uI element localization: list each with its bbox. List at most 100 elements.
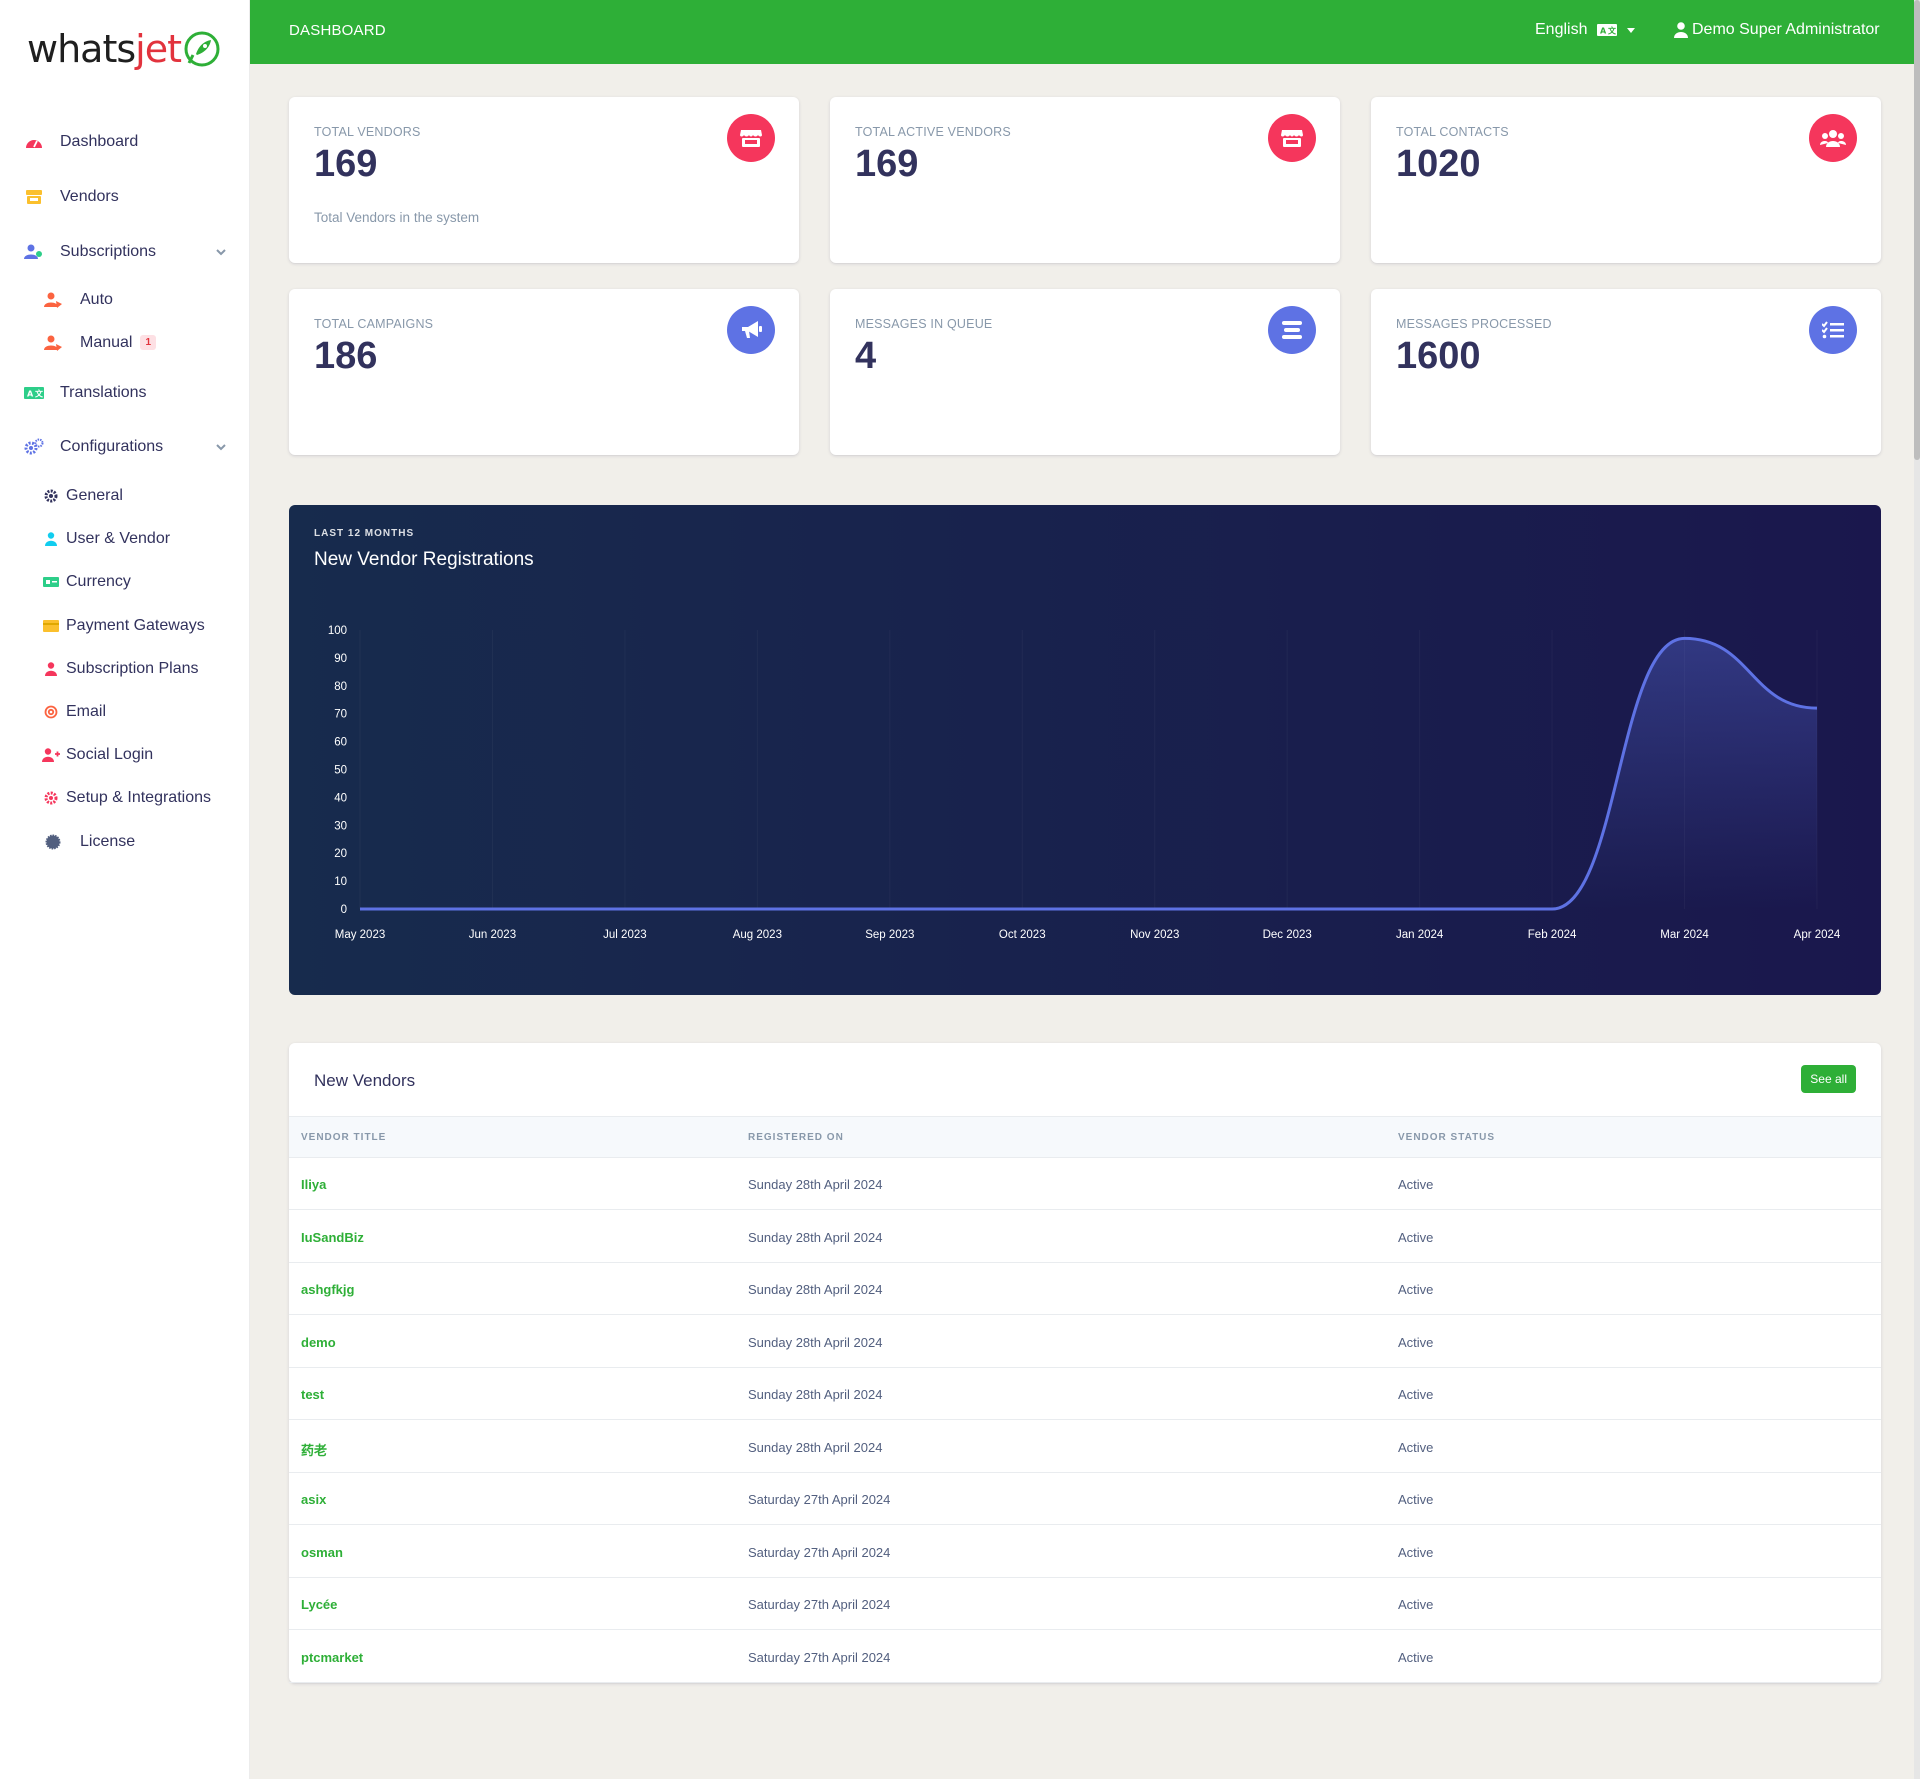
stat-subtitle: Total Vendors in the system [314,210,480,225]
table-row: ptcmarket Saturday 27th April 2024 Active [289,1631,1881,1683]
see-all-button[interactable]: See all [1801,1065,1856,1093]
new-vendors-card: New Vendors See all Vendor Title Registe… [289,1043,1881,1683]
sidebar-item-license[interactable]: License [0,822,250,862]
sidebar-item-setup-integrations[interactable]: Setup & Integrations [0,778,250,818]
sidebar-item-social-login[interactable]: Social Login [0,735,250,775]
sidebar-item-label: Currency [66,573,131,590]
vendor-status-cell: Active [1398,1439,1434,1455]
registered-on-cell: Sunday 28th April 2024 [748,1439,883,1455]
rocket-icon [184,31,220,67]
registered-on-cell: Sunday 28th April 2024 [748,1282,883,1297]
cogs-icon [24,437,44,457]
registered-on-cell: Saturday 27th April 2024 [748,1597,891,1612]
bullhorn-icon [727,306,775,354]
stat-title: Messages in Queue [855,317,993,331]
vendor-status-cell: Active [1398,1544,1434,1560]
table-row: asix Saturday 27th April 2024 Active [289,1473,1881,1525]
x-tick-label: Nov 2023 [1130,929,1179,941]
sidebar-item-configurations[interactable]: Configurations [0,425,250,469]
user-tag-icon [44,334,62,352]
user-icon [42,660,60,678]
users-icon [1809,114,1857,162]
chevron-down-icon [216,249,226,256]
chart-title: New Vendor Registrations [314,549,534,570]
store-icon [24,187,44,207]
count-badge: 1 [140,335,157,351]
sidebar-item-dashboard[interactable]: Dashboard [0,120,250,164]
logo[interactable]: whatsjet [27,24,221,74]
svg-text:A: A [1600,27,1607,36]
sidebar-item-currency[interactable]: Currency [0,562,250,602]
sidebar-item-user-vendor[interactable]: User & Vendor [0,519,250,559]
vendor-title-link[interactable]: Iliya [301,1177,327,1192]
table-header: Vendor Title Registered On Vendor Status [289,1116,1881,1158]
stat-card-messages-processed: Messages Processed 1600 [1371,289,1881,455]
sidebar-item-label: Email [66,703,107,720]
vendor-title-link[interactable]: IuSandBiz [301,1229,364,1245]
table-title: New Vendors [314,1071,416,1090]
user-menu[interactable]: Demo Super Administrator [1674,21,1880,39]
y-tick-label: 20 [334,848,347,860]
vendor-title-link[interactable]: 药老 [301,1442,328,1458]
column-header-vendor-status[interactable]: Vendor Status [1398,1132,1496,1143]
svg-text:文: 文 [35,389,44,399]
x-tick-label: Jul 2023 [603,929,646,941]
y-tick-label: 60 [334,737,347,749]
sidebar-item-vendors[interactable]: Vendors [0,175,250,219]
table-row: osman Saturday 27th April 2024 Active [289,1526,1881,1578]
vendor-title-link[interactable]: ashgfkjg [301,1282,355,1297]
x-tick-label: Jun 2023 [469,929,516,941]
main-content: Total Vendors 169 Total Vendors in the s… [250,64,1914,1779]
sidebar-item-subscriptions[interactable]: Subscriptions [0,230,250,274]
registered-on-cell: Saturday 27th April 2024 [748,1649,891,1665]
stat-value: 4 [855,335,877,377]
sidebar-item-email[interactable]: Email [0,692,250,732]
sidebar-item-label: Subscription Plans [66,660,199,677]
sidebar-item-general[interactable]: General [0,476,250,516]
vendor-title-link[interactable]: demo [301,1334,336,1350]
x-tick-label: May 2023 [335,929,386,941]
money-icon [42,573,60,591]
sidebar-item-label: Setup & Integrations [66,789,211,806]
table-row: demo Sunday 28th April 2024 Active [289,1316,1881,1368]
sidebar: whatsjet Dashboard Vendors Subscriptions… [0,0,250,1779]
vendor-status-cell: Active [1398,1282,1434,1297]
vendor-status-cell: Active [1398,1177,1434,1192]
stat-title: Messages Processed [1396,317,1552,331]
vendor-title-link[interactable]: ptcmarket [301,1649,364,1665]
y-tick-label: 0 [341,904,347,916]
sidebar-item-manual[interactable]: Manual 1 [0,323,250,363]
page-scrollbar[interactable] [1914,0,1920,1779]
vendor-title-link[interactable]: Lycée [301,1597,338,1612]
stat-card-total-vendors: Total Vendors 169 Total Vendors in the s… [289,97,799,263]
stat-title: Total Contacts [1396,125,1509,139]
sidebar-item-label: Configurations [60,438,164,455]
sidebar-item-payment-gateways[interactable]: Payment Gateways [0,606,250,646]
language-label: English [1535,21,1588,38]
vendor-title-link[interactable]: osman [301,1544,343,1560]
column-header-registered-on[interactable]: Registered On [748,1132,844,1143]
vendor-title-link[interactable]: asix [301,1492,327,1507]
stat-title: Total Vendors [314,125,421,139]
sidebar-item-label: License [80,833,136,850]
store-icon [727,114,775,162]
x-tick-label: Feb 2024 [1528,929,1577,941]
caret-down-icon [1627,27,1636,33]
sidebar-item-auto[interactable]: Auto [0,280,250,320]
at-icon [42,703,60,721]
column-header-vendor-title[interactable]: Vendor Title [301,1132,387,1143]
x-tick-label: Jan 2024 [1396,929,1444,941]
vendor-status-cell: Active [1398,1597,1434,1612]
registered-on-cell: Sunday 28th April 2024 [748,1229,883,1245]
vendor-title-link[interactable]: test [301,1387,325,1402]
sidebar-item-subscription-plans[interactable]: Subscription Plans [0,649,250,689]
vendor-status-cell: Active [1398,1334,1434,1350]
sidebar-item-label: Auto [80,291,113,308]
scrollbar-thumb[interactable] [1914,0,1920,460]
table-row: IuSandBiz Sunday 28th April 2024 Active [289,1211,1881,1263]
y-tick-label: 90 [334,653,347,665]
